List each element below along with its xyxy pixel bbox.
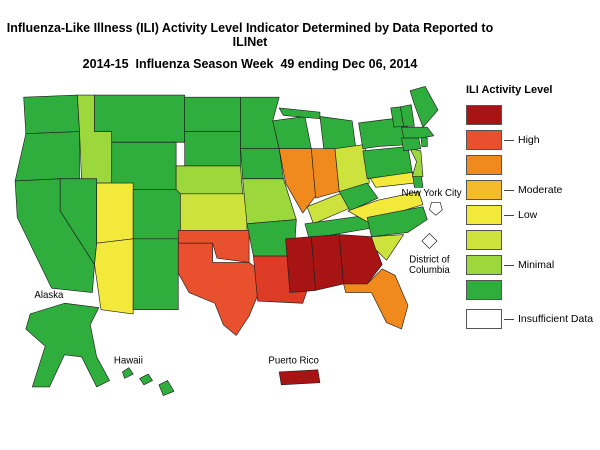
state-nc[interactable] [366, 206, 428, 238]
state-sd[interactable] [184, 131, 241, 167]
legend-swatch-level-3 [466, 280, 502, 300]
state-pa[interactable] [362, 146, 413, 180]
state-ia[interactable] [240, 148, 284, 180]
state-nh[interactable] [400, 104, 415, 127]
legend-label-moderate: Moderate [504, 184, 562, 196]
state-ms[interactable] [285, 236, 316, 293]
state-ct[interactable] [401, 137, 422, 152]
state-in[interactable] [311, 148, 340, 199]
states-group [14, 86, 443, 396]
state-mi-upper[interactable] [278, 107, 321, 119]
dc-marker[interactable] [421, 233, 438, 249]
state-ks[interactable] [180, 193, 248, 231]
state-fl[interactable] [343, 268, 409, 330]
hawaii-label: Hawaii [114, 355, 143, 366]
state-wa[interactable] [23, 94, 80, 134]
page-title: Influenza-Like Illness (ILI) Activity Le… [0, 21, 500, 71]
state-tx[interactable] [177, 242, 261, 336]
state-hi-island-1[interactable] [122, 367, 134, 379]
state-hi-island-2[interactable] [139, 373, 153, 386]
state-ma[interactable] [401, 126, 435, 139]
legend-label-low: Low [504, 209, 537, 221]
dc-label-line2: Columbia [409, 265, 450, 276]
puerto-rico-label: Puerto Rico [268, 355, 318, 366]
state-nj[interactable] [409, 148, 424, 177]
state-wv[interactable] [338, 182, 379, 212]
dc-label-line1: District of [409, 254, 450, 265]
legend: ILI Activity Level High Moderate Low Min… [466, 84, 598, 334]
legend-item [466, 155, 598, 175]
legend-swatch-level-7 [466, 180, 502, 200]
legend-item: Minimal [466, 255, 598, 275]
legend-item [466, 280, 598, 300]
state-az[interactable] [94, 238, 134, 315]
state-hi-island-3[interactable] [158, 380, 175, 396]
legend-label-high: High [504, 134, 540, 146]
alaska-label: Alaska [34, 290, 64, 301]
legend-item: Insufficient Data [466, 309, 598, 329]
state-ne[interactable] [175, 165, 243, 195]
state-wi[interactable] [272, 116, 312, 150]
us-activity-map: Alaska Hawaii Puerto Rico New York City … [14, 86, 462, 396]
legend-item [466, 105, 598, 125]
nyc-marker[interactable] [429, 202, 443, 216]
legend-item: High [466, 130, 598, 150]
legend-title: ILI Activity Level [466, 84, 553, 96]
state-ut[interactable] [96, 182, 134, 244]
legend-swatch-level-8 [466, 155, 502, 175]
title-line-1: Influenza-Like Illness (ILI) Activity Le… [6, 21, 494, 49]
state-me[interactable] [409, 86, 439, 128]
legend-swatch-level-5 [466, 230, 502, 250]
legend-swatch-level-9 [466, 130, 502, 150]
legend-swatch-level-4 [466, 255, 502, 275]
state-al[interactable] [311, 234, 344, 291]
state-sc[interactable] [371, 234, 404, 261]
legend-swatch-level-10 [466, 105, 502, 125]
legend-swatch-insufficient [466, 309, 502, 329]
nyc-label: New York City [402, 188, 462, 199]
state-il[interactable] [278, 148, 316, 214]
state-or[interactable] [14, 131, 80, 182]
state-ga[interactable] [338, 234, 383, 285]
territory-puerto-rico[interactable] [278, 369, 321, 386]
legend-swatch-level-6 [466, 205, 502, 225]
state-nm[interactable] [132, 238, 179, 311]
legend-label-minimal: Minimal [504, 259, 554, 271]
state-nd[interactable] [184, 96, 241, 132]
state-ak[interactable] [25, 302, 110, 388]
state-va[interactable] [347, 191, 424, 223]
legend-item: Moderate [466, 180, 598, 200]
legend-item: Low [466, 205, 598, 225]
legend-label-insufficient: Insufficient Data [504, 313, 593, 325]
map-labels-group: Alaska Hawaii Puerto Rico New York City … [34, 188, 461, 366]
legend-item [466, 230, 598, 250]
state-oh[interactable] [334, 144, 370, 192]
title-line-2: 2014-15 Influenza Season Week 49 ending … [82, 56, 418, 71]
state-wy[interactable] [111, 141, 177, 190]
